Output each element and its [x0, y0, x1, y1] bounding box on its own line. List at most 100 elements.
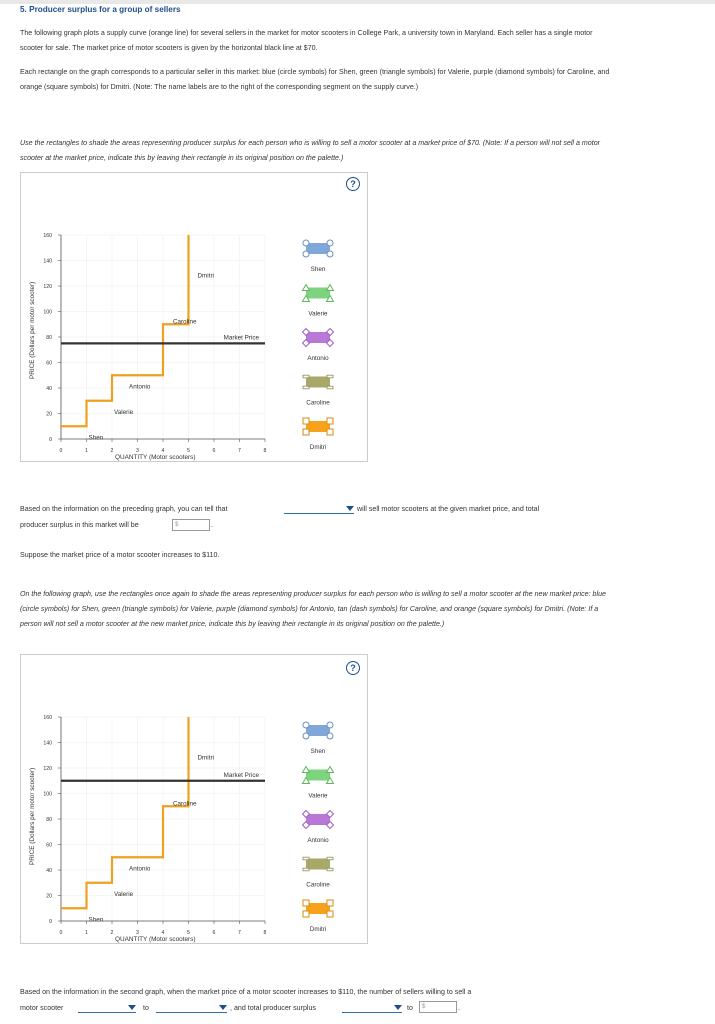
y-tick-label: 0 [49, 919, 52, 925]
chevron-down-icon [394, 1005, 402, 1010]
dollar-sign: $ [175, 521, 179, 528]
palette-label-shen: Shen [311, 748, 326, 755]
diamond-handle-icon [325, 820, 335, 830]
x-tick-label: 1 [85, 930, 88, 936]
circle-handle-icon [302, 250, 310, 258]
triangle-handle-icon [325, 294, 335, 302]
y-axis-label: PRICE (Dollars per motor scooter) [29, 767, 36, 865]
x-tick-label: 0 [60, 448, 63, 454]
palette-label-antonio: Antonio [307, 837, 329, 844]
surplus-input-1[interactable]: $ [172, 519, 210, 531]
x-tick-label: 8 [264, 930, 267, 936]
supply-curve [61, 235, 190, 428]
segment-label-dmitri: Dmitri [198, 754, 214, 761]
graph-panel-2[interactable]: 0 20 40 60 80 100 120 140 160 0 1 2 3 4 5 6 7 8 Market Pri… [20, 654, 368, 944]
dash-handle-icon [302, 374, 310, 379]
x-tick-label: 5 [187, 448, 190, 454]
palette-label-antonio: Antonio [307, 355, 329, 362]
q2-text-line1: Based on the information in the second g… [20, 988, 472, 996]
y-tick-label: 60 [46, 361, 52, 367]
square-handle-icon [326, 899, 334, 907]
y-tick-label: 100 [43, 792, 52, 798]
q2-text-motor: motor scooter [20, 1004, 64, 1012]
triangle-handle-icon [325, 765, 335, 773]
palette-rect-valerie[interactable] [301, 765, 335, 784]
palette-rect-body [306, 903, 330, 914]
segment-label-valerie: Valerie [114, 891, 134, 898]
palette-rect-valerie[interactable] [301, 283, 335, 302]
square-handle-icon [326, 417, 334, 425]
x-tick-label: 3 [136, 930, 139, 936]
diamond-handle-icon [325, 338, 335, 348]
segment-label-antonio: Antonio [129, 865, 151, 872]
triangle-handle-icon [325, 776, 335, 784]
palette-rect-caroline[interactable] [302, 374, 334, 390]
supply-curve [61, 717, 190, 910]
y-axis-label: PRICE (Dollars per motor scooter) [29, 281, 36, 379]
diamond-handle-icon [325, 809, 335, 819]
surplus-change-dropdown[interactable] [342, 1003, 402, 1013]
palette-rect-dmitri[interactable] [302, 417, 334, 436]
x-tick-label: 5 [187, 930, 190, 936]
diamond-handle-icon [301, 327, 311, 337]
palette-rect-dmitri[interactable] [302, 899, 334, 918]
help-icon[interactable]: ? [346, 177, 360, 191]
triangle-handle-icon [301, 294, 311, 302]
dash-handle-icon [326, 374, 334, 379]
sellers-change-dropdown-from[interactable] [78, 1003, 136, 1013]
palette-rect-antonio[interactable] [301, 809, 335, 830]
y-tick-label: 20 [46, 412, 52, 418]
triangle-handle-icon [301, 283, 311, 291]
circle-handle-icon [302, 721, 310, 729]
y-tick-label: 0 [49, 437, 52, 443]
palette-rect-body [306, 769, 330, 781]
x-tick-label: 6 [213, 930, 216, 936]
palette-label-caroline: Caroline [306, 882, 330, 889]
market-price-label: Market Price [224, 334, 260, 341]
palette-rect-caroline[interactable] [302, 856, 334, 872]
circle-handle-icon [326, 239, 334, 247]
palette-rect-body [306, 858, 330, 870]
y-tick-label: 40 [46, 386, 52, 392]
circle-handle-icon [302, 732, 310, 740]
triangle-handle-icon [301, 765, 311, 773]
supply-chart-2: 0 20 40 60 80 100 120 140 160 0 1 2 3 4 5 6 7 8 Market Pri… [43, 715, 335, 936]
q2-to-2: to [407, 1004, 413, 1012]
dollar-sign: $ [422, 1003, 426, 1010]
sellers-change-dropdown-to[interactable] [156, 1003, 227, 1013]
palette-label-caroline: Caroline [306, 400, 330, 407]
square-handle-icon [302, 899, 310, 907]
q2-and: , and total producer surplus [230, 1004, 316, 1012]
y-tick-label: 40 [46, 868, 52, 874]
palette-rect-shen[interactable] [302, 239, 334, 258]
x-tick-label: 2 [111, 448, 114, 454]
y-tick-label: 140 [43, 741, 52, 747]
chevron-down-icon [128, 1005, 136, 1010]
dash-handle-icon [326, 385, 334, 390]
graph-panel-1[interactable]: 0 20 40 60 80 100 120 140 160 0 1 2 3 4 5 6 7 8 Market Pri… [20, 172, 368, 462]
x-tick-label: 0 [60, 930, 63, 936]
x-tick-label: 4 [162, 930, 165, 936]
help-icon[interactable]: ? [346, 661, 360, 675]
palette-rect-body [306, 243, 330, 254]
x-axis-label: QUANTITY (Motor scooters) [115, 454, 196, 461]
diamond-handle-icon [301, 820, 311, 830]
x-tick-label: 8 [264, 448, 267, 454]
palette-rect-antonio[interactable] [301, 327, 335, 348]
palette-label-valerie: Valerie [308, 793, 328, 800]
sellers-dropdown[interactable] [284, 504, 354, 514]
diamond-handle-icon [301, 809, 311, 819]
y-tick-label: 120 [43, 766, 52, 772]
y-tick-label: 80 [46, 817, 52, 823]
q1-text-mid: will sell motor scooters at the given ma… [357, 505, 540, 513]
dash-handle-icon [302, 867, 310, 872]
y-tick-label: 20 [46, 894, 52, 900]
y-tick-label: 120 [43, 284, 52, 290]
palette-rect-shen[interactable] [302, 721, 334, 740]
q1-text-line2: producer surplus in this market will be [20, 521, 139, 529]
market-price-label: Market Price [224, 772, 260, 779]
dash-handle-icon [302, 385, 310, 390]
surplus-input-2[interactable]: $ [419, 1001, 457, 1013]
x-tick-label: 7 [238, 930, 241, 936]
y-tick-label: 60 [46, 843, 52, 849]
